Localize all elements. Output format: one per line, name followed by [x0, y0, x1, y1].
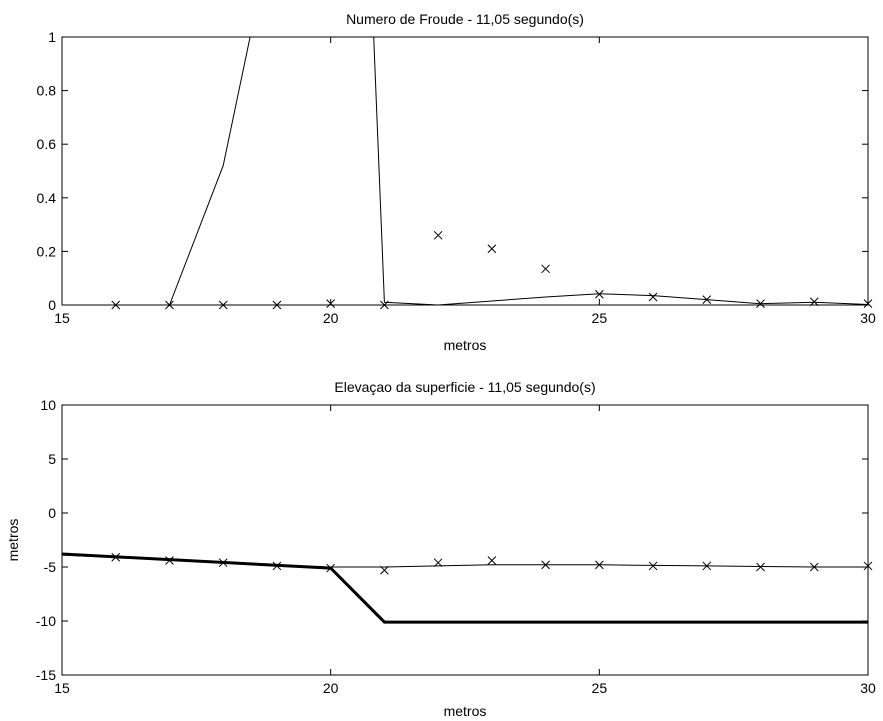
elevation-marker-point: [648, 561, 658, 571]
elevation-marker-point: [702, 561, 712, 571]
elevation-marker-point: [326, 563, 336, 573]
froude-ytick-label: 0: [48, 297, 56, 313]
elevation-xtick-label: 25: [592, 680, 608, 696]
froude-ytick-label: 0.4: [37, 190, 57, 206]
elevation-ytick-label: 5: [48, 451, 56, 467]
froude-marker-point: [326, 299, 336, 309]
elevation-marker-point: [165, 556, 174, 565]
elevation-ytick-label: 0: [48, 505, 56, 521]
elevation-ylabel: metros: [5, 519, 21, 562]
froude-marker-point: [433, 230, 443, 240]
elevation-ytick-label: -5: [44, 559, 57, 575]
froude-marker-point: [218, 300, 228, 310]
froude-marker-point: [702, 295, 712, 304]
froude-marker-point: [756, 299, 765, 309]
froude-marker-point: [111, 300, 121, 310]
elevation-marker-point: [487, 556, 497, 565]
elevation-series-line-1: [62, 552, 868, 624]
elevation-xlabel: metros: [444, 703, 487, 719]
elevation-marker-point: [433, 558, 443, 568]
elevation-ytick-label: 10: [40, 397, 56, 413]
froude-ytick-label: 0.2: [37, 243, 57, 259]
elevation-xtick-label: 15: [54, 680, 70, 696]
elevation-marker-point: [809, 562, 819, 572]
elevation-marker-point: [756, 562, 765, 572]
froude-marker-point: [809, 297, 819, 307]
froude-marker-point: [863, 299, 873, 309]
froude-title: Numero de Froude - 11,05 segundo(s): [346, 11, 584, 27]
elevation-marker-point: [380, 565, 389, 575]
froude-xtick-label: 15: [54, 310, 70, 326]
elevation-marker-point: [863, 561, 873, 571]
elevation-plot: Elevaçao da superficie - 11,05 segundo(s…: [5, 379, 876, 719]
elevation-marker-point: [594, 560, 604, 570]
froude-series-line-0: [169, 37, 868, 305]
froude-marker-point: [165, 300, 174, 310]
elevation-ytick-label: -15: [36, 667, 56, 683]
elevation-xtick-label: 20: [323, 680, 339, 696]
froude-marker-point: [487, 244, 497, 254]
froude-plot-area: [61, 36, 869, 306]
froude-xtick-label: 30: [860, 310, 876, 326]
elevation-marker-point: [272, 561, 282, 571]
froude-ytick-label: 1: [48, 29, 56, 45]
elevation-plot-area: [61, 404, 869, 676]
froude-marker-point: [594, 289, 604, 299]
froude-xtick-label: 25: [592, 310, 608, 326]
elevation-title: Elevaçao da superficie - 11,05 segundo(s…: [334, 379, 595, 395]
froude-marker-point: [272, 300, 282, 310]
froude-marker-point: [648, 292, 658, 302]
froude-marker-point: [380, 300, 389, 310]
elevation-xtick-label: 30: [860, 680, 876, 696]
elevation-marker-point: [541, 560, 550, 570]
froude-ytick-label: 0.8: [37, 83, 57, 99]
elevation-ytick-label: -10: [36, 613, 56, 629]
froude-plot: Numero de Froude - 11,05 segundo(s) metr…: [37, 11, 876, 353]
froude-marker-point: [541, 264, 550, 274]
elevation-marker-point: [218, 558, 228, 568]
froude-ytick-label: 0.6: [37, 136, 57, 152]
froude-xtick-label: 20: [323, 310, 339, 326]
elevation-marker-point: [111, 552, 121, 562]
froude-xlabel: metros: [444, 337, 487, 353]
